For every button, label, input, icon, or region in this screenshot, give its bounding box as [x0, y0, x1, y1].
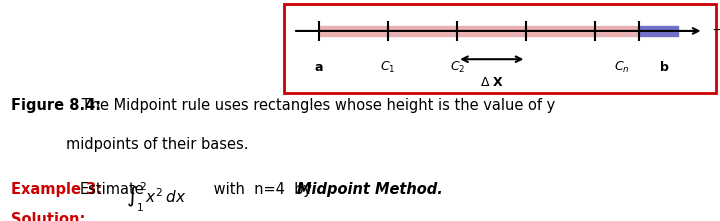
- Text: b: b: [660, 61, 669, 74]
- Text: with  n=4  by: with n=4 by: [209, 182, 316, 197]
- Text: Solution:: Solution:: [11, 212, 85, 221]
- Text: a: a: [315, 61, 323, 74]
- Text: $\Delta$ X: $\Delta$ X: [480, 76, 504, 89]
- Text: $C_2$: $C_2$: [449, 60, 465, 75]
- Text: Example 3:: Example 3:: [11, 182, 102, 197]
- Text: Midpoint Method.: Midpoint Method.: [297, 182, 442, 197]
- Text: $\int_1^2 x^2\,dx$: $\int_1^2 x^2\,dx$: [126, 180, 186, 213]
- Text: Estimate: Estimate: [79, 182, 144, 197]
- Text: $\rightarrow x$: $\rightarrow x$: [710, 25, 720, 37]
- Text: $C_1$: $C_1$: [380, 60, 396, 75]
- Text: The Midpoint rule uses rectangles whose height is the value of y: The Midpoint rule uses rectangles whose …: [77, 98, 560, 113]
- Text: midpoints of their bases.: midpoints of their bases.: [66, 137, 248, 152]
- Text: $C_n$: $C_n$: [613, 60, 629, 75]
- Text: Figure 8.4:: Figure 8.4:: [11, 98, 101, 113]
